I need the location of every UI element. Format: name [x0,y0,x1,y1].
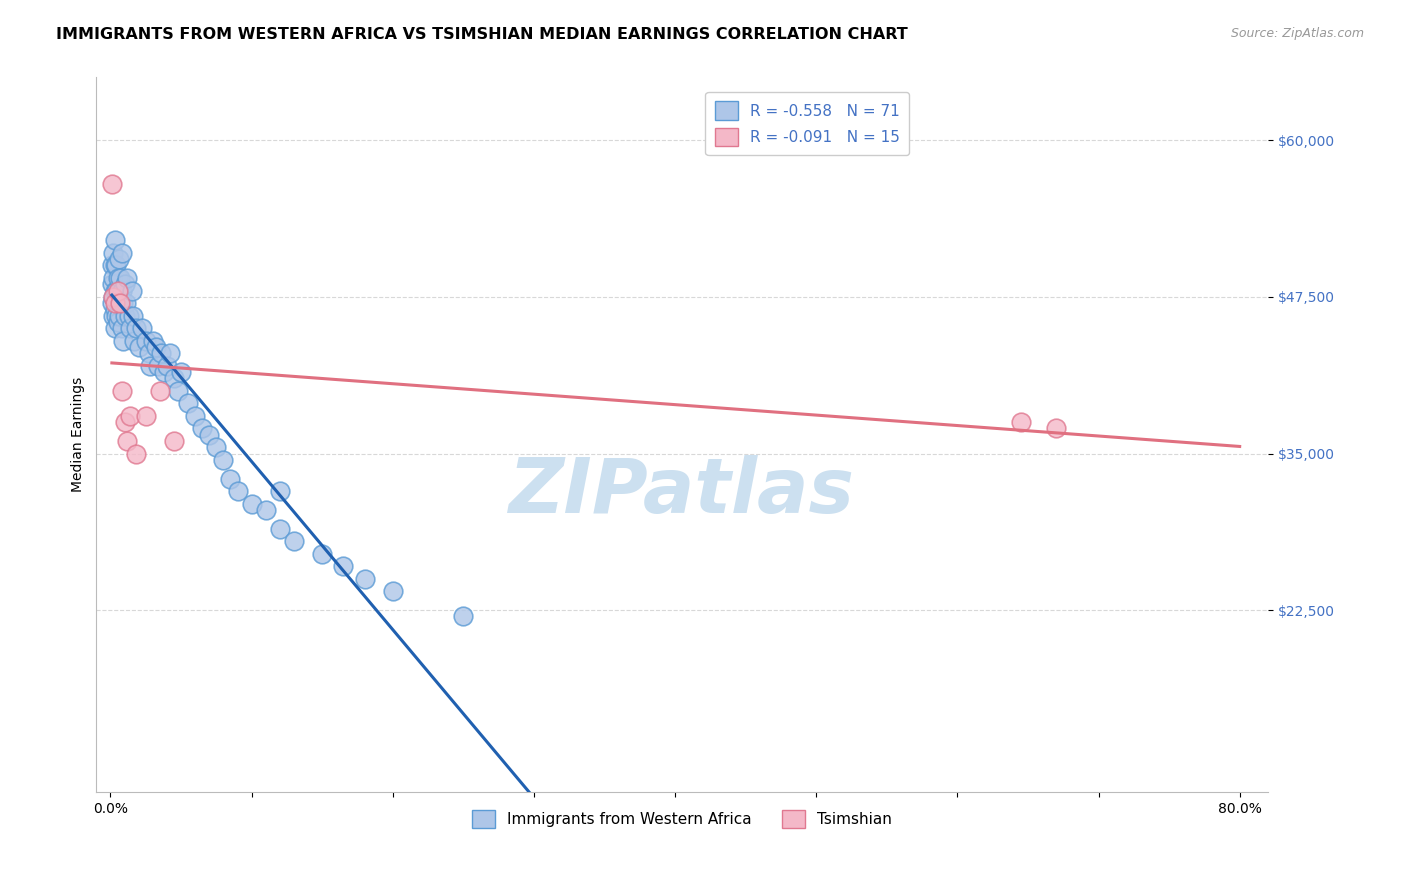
Point [184,409,207,423]
Point [125,446,148,460]
Point [153,365,176,379]
Point [111,284,134,298]
Point [311,547,333,561]
Point [269,484,291,499]
Point [1010,415,1032,429]
Point [101,277,124,292]
Point [117,271,139,285]
Point [167,384,190,398]
Point [1045,421,1067,435]
Point [269,522,291,536]
Point [110,296,132,310]
Point [112,334,135,348]
Point [138,346,160,360]
Point [104,284,127,298]
Point [148,359,170,373]
Point [125,321,148,335]
Point [135,409,157,423]
Text: IMMIGRANTS FROM WESTERN AFRICA VS TSIMSHIAN MEDIAN EARNINGS CORRELATION CHART: IMMIGRANTS FROM WESTERN AFRICA VS TSIMSH… [56,27,908,42]
Point [453,609,475,624]
Point [103,246,125,260]
Point [124,334,146,348]
Point [156,359,179,373]
Point [122,309,145,323]
Point [118,309,141,323]
Point [110,271,132,285]
Point [111,246,134,260]
Point [205,440,228,454]
Point [101,259,124,273]
Point [111,321,134,335]
Legend: Immigrants from Western Africa, Tsimshian: Immigrants from Western Africa, Tsimshia… [465,804,898,834]
Point [108,252,131,267]
Point [139,359,162,373]
Point [104,259,127,273]
Point [114,309,136,323]
Point [104,321,127,335]
Point [226,484,249,499]
Point [142,334,165,348]
Point [150,346,173,360]
Y-axis label: Median Earnings: Median Earnings [72,377,86,492]
Point [103,309,125,323]
Point [105,309,128,323]
Point [145,340,167,354]
Point [107,284,129,298]
Point [107,315,129,329]
Point [381,584,404,599]
Point [103,271,125,285]
Point [191,421,214,435]
Point [163,371,186,385]
Point [115,296,138,310]
Point [117,434,139,448]
Point [121,284,143,298]
Point [353,572,375,586]
Point [110,296,132,310]
Point [107,296,129,310]
Point [105,284,128,298]
Point [212,452,235,467]
Point [283,534,305,549]
Point [114,415,136,429]
Point [128,340,150,354]
Point [104,234,127,248]
Point [198,427,221,442]
Point [108,309,131,323]
Point [135,334,157,348]
Point [254,503,277,517]
Point [120,321,142,335]
Point [104,296,127,310]
Point [111,384,134,398]
Point [332,559,354,574]
Text: Source: ZipAtlas.com: Source: ZipAtlas.com [1230,27,1364,40]
Point [219,472,242,486]
Point [103,290,125,304]
Point [112,296,135,310]
Point [131,321,153,335]
Point [107,271,129,285]
Point [114,277,136,292]
Point [105,259,128,273]
Point [104,302,127,317]
Point [103,290,125,304]
Point [108,284,131,298]
Point [120,409,142,423]
Point [101,177,124,191]
Point [101,296,124,310]
Point [149,384,172,398]
Point [240,497,263,511]
Point [170,365,193,379]
Text: ZIPatlas: ZIPatlas [509,455,855,529]
Point [177,396,200,410]
Point [163,434,186,448]
Point [159,346,181,360]
